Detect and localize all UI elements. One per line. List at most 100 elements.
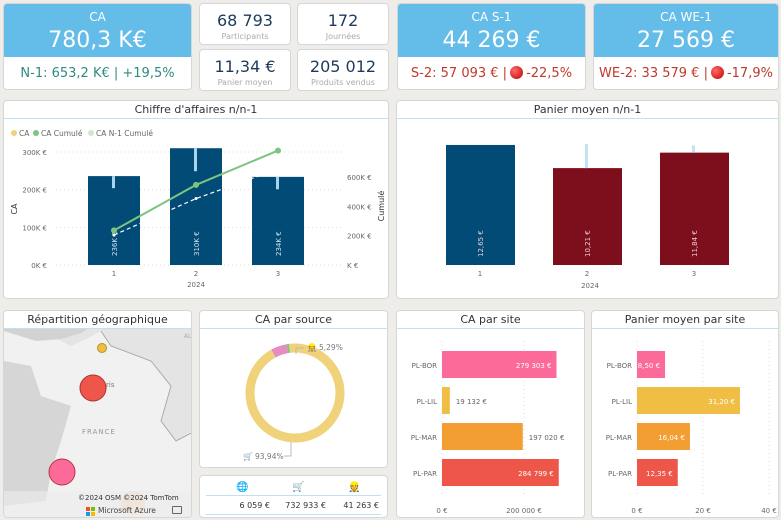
donut-slice — [245, 343, 345, 443]
source-value-cart: 732 933 € — [285, 501, 326, 510]
y2-tick-label: 200K € — [347, 233, 372, 241]
feedback-icon[interactable] — [172, 506, 182, 514]
y2-tick-label: 600K € — [347, 174, 372, 182]
slice-label: 93,94% — [255, 452, 284, 461]
kpi-title: CA — [89, 10, 106, 24]
bar-data-label: 8,50 € — [638, 362, 660, 370]
map-panel[interactable]: Répartition géographique FRANCE ris AL ©… — [3, 310, 192, 518]
kpi-value: 44 269 € — [442, 28, 541, 53]
map-label-country: FRANCE — [82, 428, 116, 436]
site-ca-bar-chart: 0 € 200 000 € PL-BOR 279 303 € PL-LIL 19 132 … — [411, 341, 565, 515]
cart-icon: 🛒 — [292, 482, 305, 493]
map-canvas[interactable] — [3, 310, 192, 518]
stat-value: 205 012 — [309, 57, 377, 76]
point-ca-n1-cumule — [276, 167, 280, 171]
bar-data-label: 197 020 € — [529, 434, 565, 442]
bar-site — [442, 423, 523, 450]
cart-icon: 🛒 — [243, 451, 253, 461]
map-provider: Microsoft Azure — [98, 506, 156, 515]
point-ca-cumule — [193, 181, 199, 188]
legend-label: CA Cumulé — [41, 129, 83, 138]
map-label-edge: AL — [184, 333, 192, 340]
stat-participants: 68 793 Participants — [199, 3, 291, 45]
bar-data-label: 12,35 € — [646, 470, 673, 478]
y-tick-label: 100K € — [22, 224, 47, 232]
y-category-label: PL-MAR — [606, 434, 632, 442]
y-category-label: PL-LIL — [417, 398, 437, 406]
x-tick-label: 2 — [585, 270, 589, 278]
chart-title: CA par site — [397, 311, 584, 329]
panier-bar-chart: 12,65 € 1 10,21 € 2 11,84 € 3 2024 — [446, 144, 729, 290]
kpi-card-ca-we1: CA WE-1 27 569 € WE-2: 33 579 € | -17,9% — [593, 3, 779, 90]
chart-title: Panier moyen n/n-1 — [397, 101, 778, 119]
map-bubble-lil[interactable] — [97, 343, 107, 353]
bar-data-label: 234K € — [275, 231, 283, 256]
legend-label: CA — [19, 129, 30, 138]
source-table: 🌐 🛒 👷 6 059 € 732 933 € 41 263 € — [199, 475, 388, 518]
leader-line — [284, 442, 292, 457]
bar-site — [637, 459, 678, 486]
bar-site — [637, 423, 690, 450]
microsoft-logo-icon — [86, 507, 95, 516]
y-category-label: PL-MAR — [411, 434, 437, 442]
bar-data-label: 16,04 € — [658, 434, 685, 442]
legend-marker — [33, 130, 39, 136]
n1-marker — [112, 176, 115, 189]
person-icon: 👷 — [307, 342, 317, 352]
bar-data-label: 310K € — [193, 231, 201, 256]
line-ca-n1-cumule — [113, 168, 279, 236]
map-bubble-bor[interactable] — [48, 458, 76, 486]
site-ca-panel: CA par site 0 € 200 000 € PL-BOR 279 303 € P… — [396, 310, 585, 518]
y2-axis-title: Cumulé — [376, 191, 386, 222]
bar-data-label: 10,21 € — [584, 230, 592, 257]
legend-label: CA N-1 Cumulé — [96, 129, 153, 138]
y-category-label: PL-BOR — [607, 362, 632, 370]
slice-label: 5,29% — [319, 343, 343, 352]
chart-title: Panier moyen par site — [592, 311, 778, 329]
kpi-delta: -22,5% — [526, 66, 573, 81]
bar-site — [637, 351, 666, 378]
y2-tick-label: 400K € — [347, 203, 372, 211]
n1-marker — [194, 148, 197, 172]
map-attribution[interactable]: ©2024 OSM ©2024 TomTom — [78, 494, 179, 502]
bar-panier — [446, 144, 515, 265]
stat-value: 11,34 € — [214, 57, 276, 76]
source-panel: CA par source 👷 5,29% 🛒 93,94% — [199, 310, 388, 468]
red-dot-icon — [710, 66, 724, 79]
point-ca-n1-cumule — [194, 197, 198, 201]
donut-slice — [271, 344, 289, 358]
x-tick-label: 0 € — [631, 507, 642, 515]
chart-ca-panel: Chiffre d'affaires n/n-1 0K € 100K € 200K … — [3, 100, 389, 299]
kpi-value: 780,3 K€ — [48, 28, 147, 53]
x-tick-label: 2 — [194, 270, 198, 278]
map-bubble-par[interactable] — [79, 374, 107, 402]
kpi-title: CA WE-1 — [660, 10, 712, 24]
bar-data-label: 31,20 € — [708, 398, 735, 406]
stat-label: Panier moyen — [217, 78, 273, 87]
stat-value: 172 — [327, 11, 359, 30]
kpi-comparison: S-2: 57 093 € | -22,5% — [398, 66, 585, 81]
bar-panier — [660, 152, 729, 265]
source-donut-chart: 👷 5,29% 🛒 93,94% — [243, 342, 345, 461]
chart-title: CA par source — [200, 311, 387, 329]
y-category-label: PL-BOR — [412, 362, 437, 370]
y2-tick-label: K € — [347, 262, 358, 270]
kpi-card-ca-s1: CA S-1 44 269 € S-2: 57 093 € | -22,5% — [397, 3, 586, 90]
person-icon: 👷 — [348, 482, 361, 493]
bar-data-label: 12,65 € — [477, 230, 485, 257]
y-category-label: PL-PAR — [413, 470, 437, 478]
legend-marker — [11, 130, 17, 136]
kpi-comparison-text: S-2: 57 093 € | — [410, 66, 508, 81]
site-panier-bar-chart: 0 € 20 € 40 € PL-BOR 8,50 € PL-LIL 31,20 € PL-M… — [606, 341, 777, 515]
stat-produits-vendus: 205 012 Produits vendus — [297, 49, 389, 91]
bar-site — [442, 459, 559, 486]
kpi-title: CA S-1 — [471, 10, 512, 24]
x-tick-label: 0 € — [436, 507, 447, 515]
bar-data-label: 279 303 € — [516, 362, 552, 370]
kpi-card-ca: CA 780,3 K€ N-1: 653,2 K€ | +19,5% — [3, 3, 192, 90]
source-value-web: 6 059 € — [239, 501, 270, 510]
kpi-delta: -17,9% — [726, 66, 773, 81]
stat-label: Journées — [325, 32, 361, 41]
point-ca-cumule — [111, 227, 117, 234]
source-value-person: 41 263 € — [343, 501, 379, 510]
